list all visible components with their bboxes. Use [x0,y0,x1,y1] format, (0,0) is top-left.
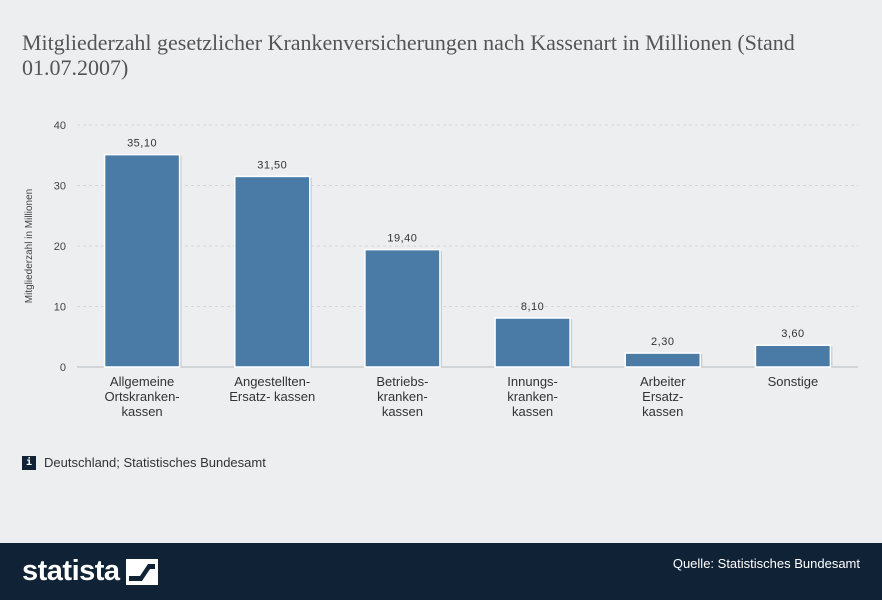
data-label: 3,60 [781,328,804,340]
source-note[interactable]: i Deutschland; Statistisches Bundesamt [22,455,266,470]
statista-logo[interactable]: statista [22,555,158,588]
chart-title: Mitgliederzahl gesetzlicher Krankenversi… [22,30,795,80]
statista-logo-icon [125,558,158,585]
bar[interactable] [754,344,832,368]
source-note-text: Deutschland; Statistisches Bundesamt [44,455,266,470]
x-tick-label: Innungs-kranken-kassen [507,374,558,419]
bar[interactable] [494,317,571,368]
statista-wordmark: statista [22,555,120,587]
y-tick-label: 0 [60,362,66,374]
y-tick-label: 20 [54,241,66,253]
x-tick-label: Allgemeine Ortskranken-kassen [105,374,180,419]
x-tick-label: Betriebs-kranken-kassen [376,374,428,419]
y-tick-label: 10 [54,302,66,314]
data-label: 31,50 [257,159,287,171]
bar[interactable] [364,248,441,368]
footer: statista Quelle: Statistisches Bundesamt [0,543,882,600]
x-tick-label: Arbeiter Ersatz-kassen [640,374,686,419]
x-tick-label: Sonstige [768,374,819,389]
bar[interactable] [624,352,701,368]
data-label: 19,40 [387,233,417,245]
data-label: 35,10 [127,138,157,150]
y-axis-label: Mitgliederzahl in Millionen [24,189,35,304]
x-tick-label: Angestellten-Ersatz- kassen [229,374,315,404]
data-label: 8,10 [521,301,544,313]
info-icon[interactable]: i [22,455,36,470]
data-label: 2,30 [651,336,674,348]
y-tick-label: 40 [54,120,66,132]
bar[interactable] [234,175,311,368]
bar[interactable] [103,153,181,368]
y-tick-label: 30 [54,181,66,193]
bar-chart: 0 10 20 30 40 Mitgliederzahl in Millionen 35,1… [24,120,858,419]
source-credit: Quelle: Statistisches Bundesamt [672,556,860,571]
